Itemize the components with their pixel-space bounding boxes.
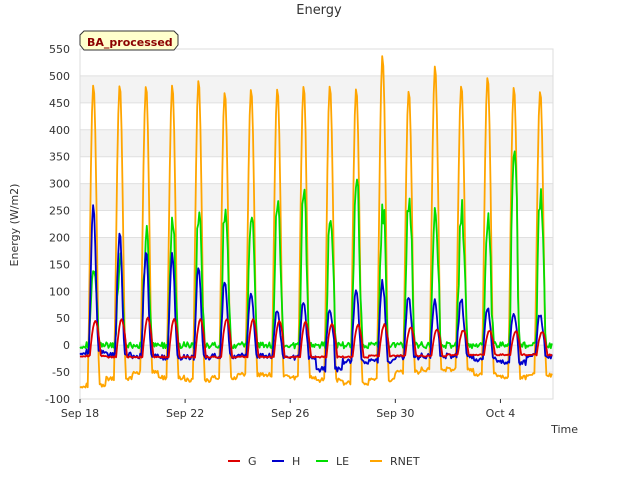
y-tick-label: 550 [49,43,70,56]
grid-band [80,75,553,103]
series-line-rnet [79,55,553,389]
legend: G H LE RNET [228,455,420,468]
y-tick-label: 0 [63,339,70,352]
legend-label-le: LE [336,455,349,468]
y-tick-label: 100 [49,285,70,298]
x-tick-label: Sep 18 [61,407,99,420]
grid-band [80,49,553,76]
y-axis: -100 -50 0 50 100 150 200 250 300 350 400 450 500 550 [45,43,70,406]
x-axis: Sep 18 Sep 22 Sep 26 Sep 30 Oct 4 [61,399,515,420]
grid-band [80,237,553,265]
series-line-g [79,316,553,359]
badge-label: BA_processed [87,36,173,49]
grid-band [80,129,553,157]
grid-band [80,291,553,319]
legend-label-rnet: RNET [390,455,420,468]
badge: BA_processed [79,30,179,51]
badge-box [79,30,179,51]
y-tick-label: 400 [49,124,70,137]
legend-label-g: G [248,455,257,468]
series-line-le [79,150,553,350]
plot-area [79,48,554,400]
grid-band [80,102,553,130]
y-tick-label: 150 [49,258,70,271]
y-tick-label: 450 [49,97,70,110]
y-tick-label: 300 [49,178,70,191]
y-axis-label: Energy (W/m2) [8,184,21,267]
y-tick-label: 500 [49,70,70,83]
grid-band [80,372,553,399]
x-tick-label: Sep 30 [376,407,414,420]
chart-title: Energy [296,3,342,18]
y-tick-label: 250 [49,205,70,218]
y-tick-label: -100 [45,393,70,406]
x-tick-label: Sep 26 [271,407,309,420]
x-tick-label: Sep 22 [166,407,204,420]
plot-frame [79,48,554,400]
x-axis-label: Time [550,423,578,436]
y-tick-label: 350 [49,151,70,164]
grid-band [80,318,553,346]
y-tick-label: -50 [52,366,70,379]
x-tick-label: Oct 4 [486,407,516,420]
legend-label-h: H [292,455,300,468]
grid-band [80,264,553,292]
y-tick-label: 50 [56,312,70,325]
y-tick-label: 200 [49,231,70,244]
series-lines [79,55,553,389]
grid-band [80,183,553,211]
grid-band [80,156,553,184]
grid-band [80,210,553,238]
